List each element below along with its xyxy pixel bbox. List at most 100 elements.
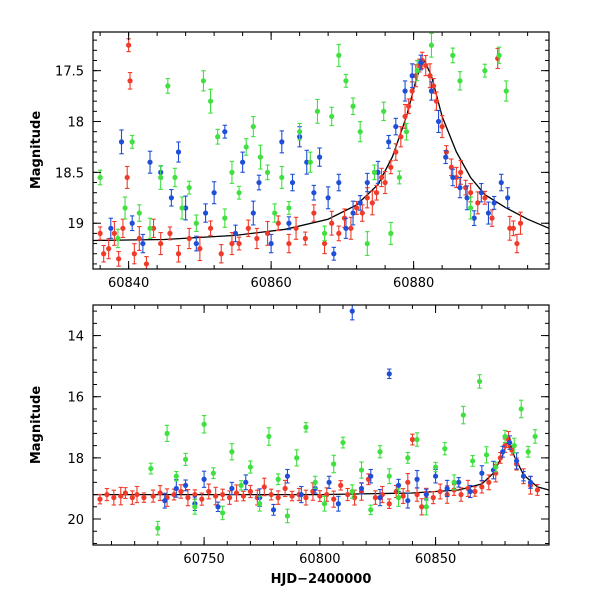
data-marker bbox=[451, 479, 457, 485]
data-marker bbox=[321, 501, 328, 507]
data-marker bbox=[150, 493, 156, 499]
data-point bbox=[400, 488, 406, 505]
data-marker bbox=[326, 479, 332, 485]
data-point bbox=[115, 228, 121, 249]
data-point bbox=[343, 73, 349, 88]
data-marker bbox=[406, 103, 412, 109]
data-point bbox=[375, 160, 381, 184]
data-point bbox=[372, 490, 378, 505]
data-marker bbox=[511, 443, 517, 449]
data-marker bbox=[398, 134, 404, 140]
data-point bbox=[140, 233, 146, 254]
data-point bbox=[220, 505, 226, 521]
data-marker bbox=[418, 59, 424, 66]
data-point bbox=[182, 479, 189, 492]
data-marker bbox=[475, 200, 481, 206]
data-marker bbox=[141, 495, 147, 501]
data-point bbox=[147, 150, 153, 174]
data-marker bbox=[284, 473, 291, 479]
data-marker bbox=[186, 185, 192, 191]
data-marker bbox=[343, 78, 349, 84]
data-marker bbox=[175, 251, 182, 257]
data-marker bbox=[450, 174, 456, 181]
data-point bbox=[396, 170, 402, 185]
data-point bbox=[197, 236, 203, 262]
data-marker bbox=[120, 225, 126, 231]
data-point bbox=[398, 126, 404, 148]
data-marker bbox=[167, 230, 173, 236]
data-marker bbox=[393, 488, 399, 495]
data-point bbox=[377, 445, 383, 459]
data-point bbox=[127, 72, 133, 90]
data-point bbox=[122, 196, 128, 220]
data-point bbox=[491, 195, 497, 210]
data-marker bbox=[532, 433, 538, 440]
data-marker bbox=[507, 439, 513, 446]
data-marker bbox=[482, 68, 488, 74]
data-marker bbox=[388, 230, 394, 236]
data-point bbox=[120, 218, 126, 239]
data-marker bbox=[336, 52, 342, 58]
data-marker bbox=[403, 129, 410, 135]
data-point bbox=[268, 233, 274, 254]
data-marker bbox=[303, 424, 309, 430]
data-marker bbox=[518, 406, 524, 412]
data-point bbox=[439, 115, 445, 139]
data-point bbox=[467, 484, 473, 499]
data-point bbox=[270, 503, 277, 516]
data-point bbox=[382, 171, 388, 195]
data-point bbox=[409, 433, 416, 446]
data-point bbox=[340, 436, 346, 449]
data-marker bbox=[409, 88, 415, 94]
data-point bbox=[303, 489, 309, 506]
data-marker bbox=[350, 103, 356, 109]
data-point bbox=[250, 200, 256, 226]
data-marker bbox=[377, 449, 383, 455]
y-axis-label: Magnitude bbox=[29, 386, 44, 465]
data-marker bbox=[514, 240, 520, 247]
data-point bbox=[336, 43, 342, 67]
data-point bbox=[193, 214, 199, 233]
data-marker bbox=[393, 149, 399, 155]
data-point bbox=[471, 210, 477, 227]
data-marker bbox=[129, 139, 135, 145]
data-point bbox=[247, 460, 254, 474]
data-point bbox=[182, 452, 189, 466]
data-marker bbox=[136, 210, 142, 216]
data-point bbox=[118, 486, 124, 506]
data-marker bbox=[247, 464, 254, 470]
data-point bbox=[414, 469, 420, 489]
data-point bbox=[364, 231, 370, 257]
data-point bbox=[289, 173, 296, 192]
data-point bbox=[106, 238, 112, 260]
data-point bbox=[316, 147, 323, 167]
data-point bbox=[350, 97, 356, 116]
data-marker bbox=[97, 496, 103, 502]
data-point bbox=[534, 484, 541, 496]
data-marker bbox=[158, 240, 164, 247]
axis-ticks: 60840 60860 60880 17.5 18 18.5 19 bbox=[55, 32, 549, 291]
data-marker bbox=[369, 200, 375, 206]
data-point bbox=[321, 225, 328, 242]
data-marker bbox=[336, 179, 342, 186]
data-point bbox=[518, 399, 524, 419]
data-point bbox=[483, 446, 490, 464]
data-point bbox=[433, 91, 440, 111]
data-marker bbox=[316, 154, 323, 160]
data-marker bbox=[335, 501, 341, 507]
y-tick-label: 17.5 bbox=[55, 65, 84, 80]
data-point bbox=[442, 442, 448, 456]
data-point bbox=[201, 414, 207, 434]
data-marker bbox=[493, 464, 499, 470]
data-marker bbox=[264, 169, 271, 175]
data-point bbox=[414, 487, 420, 502]
data-point bbox=[266, 427, 272, 446]
data-point bbox=[118, 129, 125, 155]
data-point bbox=[250, 115, 256, 138]
data-marker bbox=[297, 129, 303, 135]
data-marker bbox=[409, 73, 415, 79]
data-point bbox=[432, 461, 439, 473]
data-marker bbox=[193, 240, 199, 247]
data-marker bbox=[442, 446, 448, 452]
